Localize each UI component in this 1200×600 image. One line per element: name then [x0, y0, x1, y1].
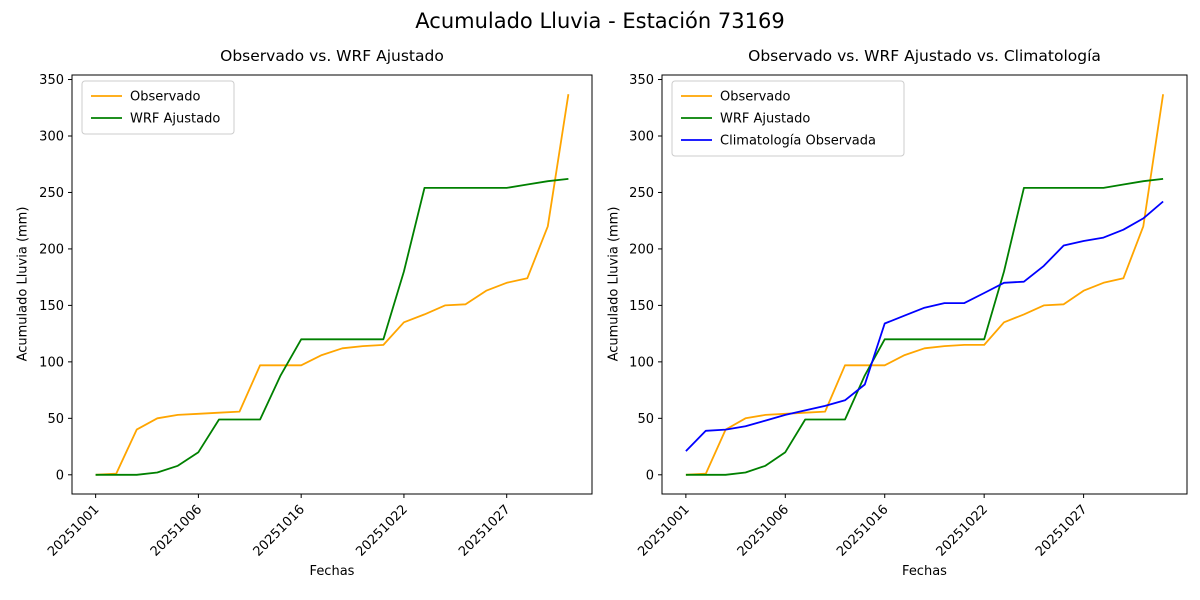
- right-x-axis-label: Fechas: [902, 564, 947, 579]
- y-tick-label: 300: [629, 129, 654, 144]
- axes-spines: [661, 74, 1188, 495]
- series-line-observado: [685, 94, 1164, 476]
- x-tick-label: 20251001: [635, 502, 692, 559]
- y-tick-label: 200: [39, 242, 64, 257]
- x-ticks: 20251001 20251006 20251016 20251022 20251027: [635, 494, 1090, 560]
- y-tick-label: 50: [637, 412, 654, 427]
- legend: Observado WRF Ajustado Climatología Observ…: [671, 80, 905, 157]
- y-ticks: 0 50 100 150 200 250 300 350: [629, 73, 662, 483]
- y-tick-label: 0: [646, 468, 654, 483]
- y-ticks: 0 50 100 150 200 250 300 350: [39, 73, 72, 483]
- x-tick-label: 20251022: [934, 502, 991, 559]
- y-tick-label: 0: [56, 468, 64, 483]
- x-tick-label: 20251001: [45, 502, 102, 559]
- x-tick-label: 20251016: [251, 502, 308, 559]
- legend-box: [81, 80, 235, 135]
- series-line-observado: [95, 94, 570, 476]
- legend-label: WRF Ajustado: [720, 112, 810, 127]
- x-ticks: 20251001 20251006 20251016 20251022 20251027: [45, 494, 514, 560]
- series-line-wrf-ajustado: [95, 178, 569, 476]
- y-tick-label: 250: [629, 186, 654, 201]
- y-tick-label: 100: [629, 355, 654, 370]
- y-tick-label: 300: [39, 129, 64, 144]
- axes-spines: [71, 74, 593, 495]
- left-x-axis-label: Fechas: [309, 564, 355, 579]
- y-tick-label: 350: [629, 73, 654, 88]
- x-tick-label: 20251022: [353, 502, 410, 559]
- y-tick-label: 50: [47, 412, 64, 427]
- y-tick-label: 350: [39, 73, 64, 88]
- series-line-wrf-ajustado: [685, 178, 1164, 476]
- left-chart-title: Observado vs. WRF Ajustado: [220, 47, 444, 65]
- y-tick-label: 150: [39, 299, 64, 314]
- y-tick-label: 200: [629, 242, 654, 257]
- y-tick-label: 150: [629, 299, 654, 314]
- legend-box: [671, 80, 905, 157]
- x-tick-label: 20251027: [1033, 502, 1090, 559]
- legend-label: Climatología Observada: [720, 134, 876, 149]
- y-tick-label: 250: [39, 186, 64, 201]
- series-line-climatolog-a-observada: [685, 200, 1164, 452]
- x-tick-label: 20251006: [148, 502, 205, 559]
- x-tick-label: 20251006: [735, 502, 792, 559]
- legend-label: Observado: [130, 90, 201, 105]
- right-chart-title: Observado vs. WRF Ajustado vs. Climatolo…: [748, 47, 1101, 65]
- legend-label: Observado: [720, 90, 791, 105]
- figure-title: Acumulado Lluvia - Estación 73169: [415, 9, 785, 33]
- legend-label: WRF Ajustado: [130, 112, 220, 127]
- x-tick-label: 20251027: [456, 502, 513, 559]
- x-tick-label: 20251016: [834, 502, 891, 559]
- legend: Observado WRF Ajustado: [81, 80, 235, 135]
- y-tick-label: 100: [39, 355, 64, 370]
